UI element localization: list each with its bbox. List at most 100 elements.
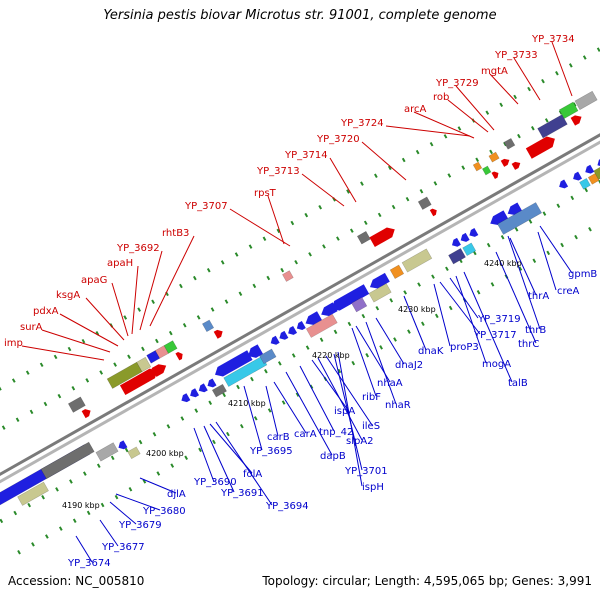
leader-line — [85, 297, 125, 341]
track-tick-mark — [518, 266, 523, 271]
track-tick-mark — [127, 354, 131, 359]
track-tick-mark — [542, 211, 547, 216]
gene-feature — [151, 364, 167, 377]
track-tick-mark — [180, 416, 185, 421]
gene-feature — [597, 157, 600, 167]
track-tick-mark — [574, 234, 578, 240]
genome-backbone-line — [0, 140, 600, 484]
track-tick-mark — [13, 510, 18, 516]
track-tick-mark — [472, 250, 477, 256]
track-tick-mark — [461, 165, 466, 170]
leader-line — [109, 501, 137, 525]
track-tick-mark — [490, 282, 495, 287]
gene-feature — [481, 165, 492, 176]
track-tick-mark — [541, 78, 545, 84]
track-tick-mark — [31, 542, 35, 547]
leader-line — [433, 283, 451, 347]
leader-line — [273, 381, 307, 434]
track-tick-mark — [528, 219, 533, 224]
track-tick-mark — [250, 376, 254, 382]
leader-line — [489, 73, 519, 105]
track-tick-mark — [43, 401, 48, 407]
track-tick-mark — [142, 479, 147, 484]
gene-feature — [585, 164, 595, 174]
gene-feature — [491, 171, 499, 180]
track-tick-mark — [319, 337, 324, 342]
gene-feature — [127, 446, 141, 460]
gene-feature — [574, 90, 598, 111]
track-tick-mark — [429, 141, 434, 147]
track-tick-mark — [308, 252, 312, 257]
gene-feature — [351, 296, 368, 313]
leader-line — [537, 231, 557, 291]
track-tick-mark — [17, 550, 21, 555]
track-tick-mark — [365, 353, 370, 358]
leader-line — [509, 237, 537, 296]
leader-line — [299, 365, 335, 432]
gene-feature — [579, 178, 591, 190]
track-tick-mark — [170, 463, 175, 468]
track-tick-mark — [294, 259, 298, 265]
leader-line — [311, 359, 349, 411]
track-tick-mark — [346, 189, 350, 194]
track-tick-mark — [377, 212, 382, 218]
gene-feature — [451, 237, 461, 247]
leader-line — [131, 265, 139, 335]
track-tick-mark — [0, 386, 2, 391]
track-tick-mark — [407, 329, 411, 334]
kbp-tick-label: 4240 kbp — [484, 259, 522, 268]
track-tick-mark — [236, 384, 240, 390]
track-tick-mark — [110, 455, 115, 461]
track-tick-mark — [252, 283, 257, 289]
gene-feature — [198, 383, 208, 393]
track-tick-mark — [55, 487, 59, 492]
track-tick-mark — [179, 283, 183, 289]
gene-feature — [389, 264, 405, 279]
kbp-tick-label: 4200 kbp — [146, 449, 184, 458]
track-tick-mark — [568, 63, 573, 68]
track-tick-mark — [360, 181, 364, 186]
track-tick-mark — [206, 268, 211, 273]
track-tick-mark — [582, 55, 587, 60]
gene-feature — [119, 368, 158, 395]
gene-feature — [181, 393, 191, 403]
track-tick-mark — [267, 408, 272, 413]
track-tick-mark — [555, 71, 559, 76]
track-tick-mark — [387, 165, 392, 171]
gene-feature — [573, 171, 583, 181]
gene-feature — [305, 311, 322, 325]
track-tick-mark — [584, 187, 589, 193]
track-tick-mark — [513, 94, 517, 100]
track-tick-mark — [194, 408, 199, 413]
track-tick-mark — [475, 157, 480, 163]
gene-feature — [248, 344, 263, 358]
leader-line — [41, 329, 111, 353]
genome-backbone-line — [0, 133, 600, 477]
track-tick-mark — [393, 337, 397, 342]
track-tick-mark — [514, 227, 519, 232]
gene-feature — [81, 409, 91, 419]
gene-feature — [95, 442, 119, 462]
gene-feature — [175, 351, 183, 361]
track-tick-mark — [517, 133, 521, 139]
track-tick-mark — [234, 252, 239, 257]
leader-line — [59, 313, 119, 347]
gene-feature — [118, 440, 128, 450]
track-tick-mark — [276, 228, 281, 234]
track-tick-mark — [598, 179, 600, 185]
gene-feature — [288, 325, 298, 335]
track-tick-mark — [99, 370, 104, 375]
track-tick-mark — [457, 126, 462, 131]
track-tick-mark — [445, 266, 449, 272]
track-tick-mark — [347, 321, 352, 327]
track-tick-mark — [72, 518, 77, 523]
track-tick-mark — [57, 393, 62, 399]
gene-feature — [507, 202, 523, 216]
track-tick-mark — [182, 322, 187, 328]
track-tick-mark — [489, 149, 493, 155]
track-tick-mark — [448, 305, 453, 311]
track-tick-mark — [434, 313, 439, 319]
gene-feature — [211, 383, 227, 398]
gene-feature — [279, 330, 289, 340]
